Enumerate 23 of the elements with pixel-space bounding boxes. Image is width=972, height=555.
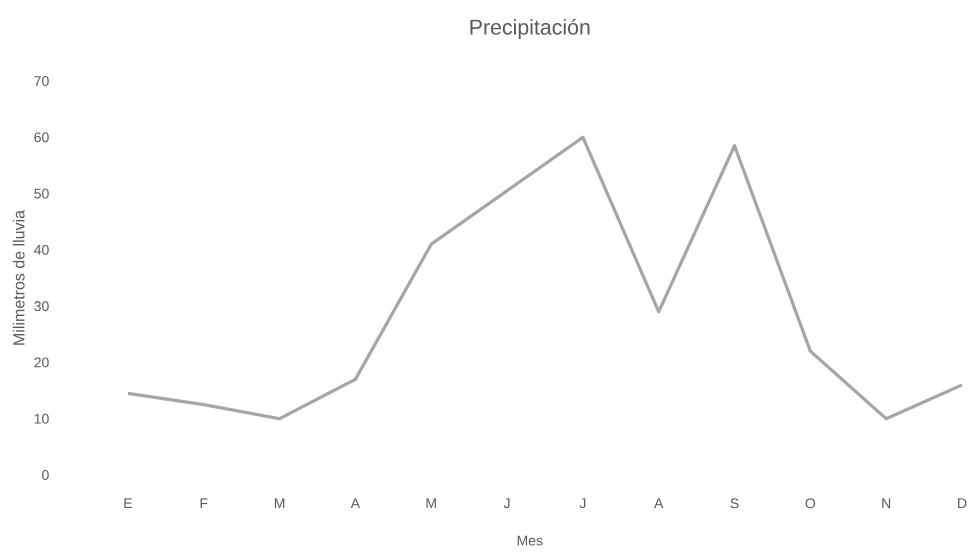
- x-tick-label: D: [958, 498, 966, 508]
- x-tick-label: F: [200, 498, 208, 508]
- y-tick-label: 50: [34, 188, 49, 199]
- x-axis-title: Mes: [518, 536, 543, 546]
- y-tick-label: 0: [42, 470, 49, 480]
- y-tick-label: 60: [34, 132, 49, 142]
- y-tick-label: 40: [34, 244, 49, 255]
- y-tick-label: 10: [34, 414, 49, 424]
- y-axis-title: Milimetros de lluvia: [12, 210, 25, 345]
- x-tick-label: S: [730, 498, 739, 508]
- y-tick-label: 70: [34, 76, 49, 86]
- x-tick-label: J: [504, 498, 510, 508]
- x-tick-label: O: [806, 498, 816, 508]
- x-tick-label: E: [124, 498, 132, 508]
- x-tick-label: N: [882, 498, 890, 508]
- y-tick-label: 20: [34, 357, 49, 368]
- chart-title: Precipitación: [470, 18, 590, 39]
- x-tick-label: M: [426, 498, 436, 508]
- x-tick-label: A: [654, 498, 664, 508]
- x-tick-label: A: [350, 498, 360, 508]
- y-tick-label: 30: [34, 301, 49, 312]
- x-tick-label: J: [580, 498, 586, 508]
- x-tick-label: M: [274, 498, 284, 508]
